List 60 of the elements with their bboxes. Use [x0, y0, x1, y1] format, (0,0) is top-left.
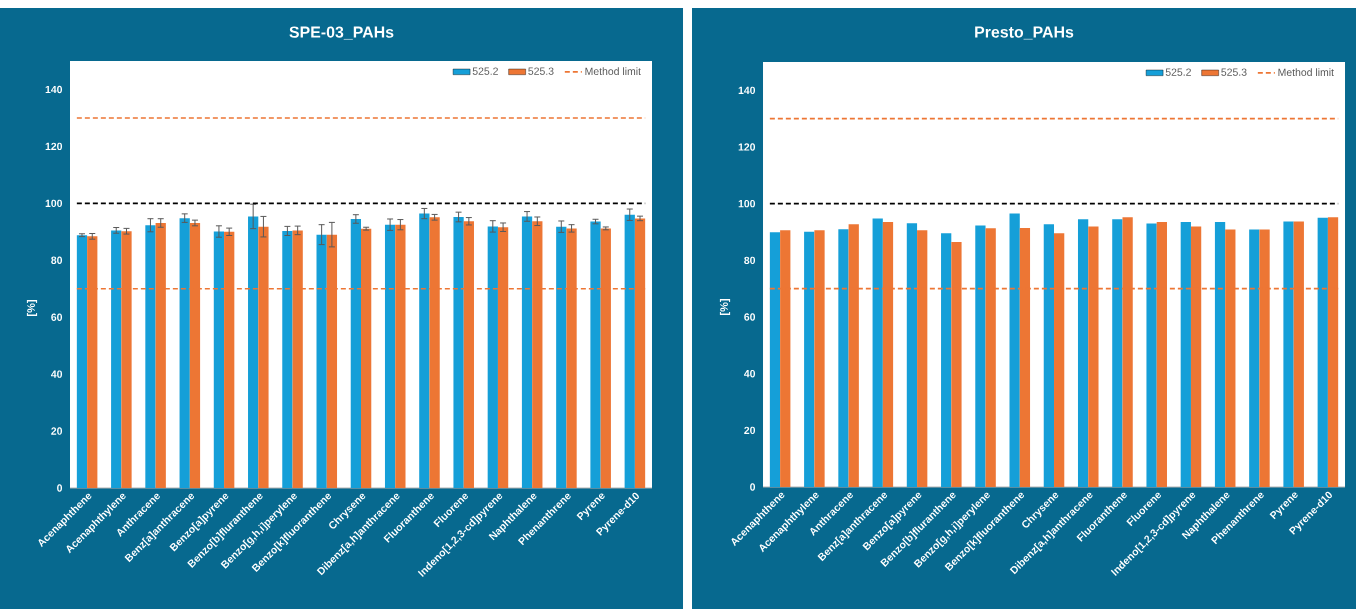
- y-tick-label: 100: [45, 199, 63, 208]
- y-tick-label: 120: [738, 143, 756, 151]
- y-tick-label: 140: [45, 85, 63, 94]
- y-axis-title: [%]: [719, 299, 731, 315]
- chart-title: Presto_PAHs: [975, 26, 1074, 40]
- bar: [487, 226, 498, 488]
- chart-title: SPE-03_PAHs: [289, 26, 394, 40]
- bar: [1249, 229, 1260, 487]
- bar: [1009, 213, 1020, 487]
- bar: [419, 213, 430, 488]
- bar: [1112, 219, 1123, 487]
- legend-label: 525.2: [472, 67, 498, 75]
- bar: [556, 226, 567, 488]
- bar: [804, 231, 815, 487]
- bar: [1283, 221, 1294, 487]
- y-tick-label: 20: [51, 427, 63, 435]
- bar: [453, 216, 464, 488]
- y-axis-title: [%]: [26, 300, 38, 316]
- bar: [975, 225, 986, 487]
- legend-label: Method limit: [585, 67, 641, 76]
- bar: [1180, 222, 1191, 487]
- y-tick-label: 80: [51, 256, 63, 264]
- bar: [76, 235, 88, 488]
- bar: [111, 230, 122, 488]
- bar: [316, 234, 327, 488]
- bar: [213, 231, 225, 488]
- bar: [282, 230, 293, 488]
- legend-label: 525.3: [1221, 68, 1247, 76]
- y-tick-label: 60: [51, 313, 63, 321]
- bar: [1317, 217, 1328, 487]
- bar: [769, 232, 781, 487]
- bar: [1043, 224, 1055, 487]
- y-tick-label: 80: [744, 256, 756, 265]
- bar: [906, 223, 918, 487]
- y-tick-label: 20: [744, 426, 756, 435]
- bar: [1146, 223, 1157, 487]
- bar: [872, 218, 883, 487]
- bar: [248, 216, 259, 488]
- y-tick-label: 0: [750, 483, 756, 491]
- legend-label: 525.2: [1165, 68, 1191, 76]
- y-tick-label: 140: [738, 86, 756, 95]
- bar: [145, 225, 156, 488]
- y-tick-label: 0: [57, 484, 63, 492]
- bar: [179, 218, 190, 488]
- y-tick-label: 60: [744, 313, 756, 321]
- legend-label: 525.3: [528, 67, 554, 75]
- y-tick-label: 120: [45, 142, 63, 151]
- bar: [350, 218, 361, 488]
- y-tick-label: 40: [744, 369, 756, 378]
- bar: [590, 221, 601, 488]
- bar: [1077, 219, 1089, 487]
- bar: [1214, 222, 1226, 487]
- y-tick-label: 40: [51, 370, 63, 378]
- bar: [624, 214, 635, 488]
- bar: [384, 224, 396, 488]
- bar: [838, 229, 849, 487]
- legend-label: Method limit: [1278, 68, 1334, 76]
- bar: [941, 233, 952, 487]
- y-tick-label: 100: [738, 199, 756, 208]
- bar: [521, 216, 533, 488]
